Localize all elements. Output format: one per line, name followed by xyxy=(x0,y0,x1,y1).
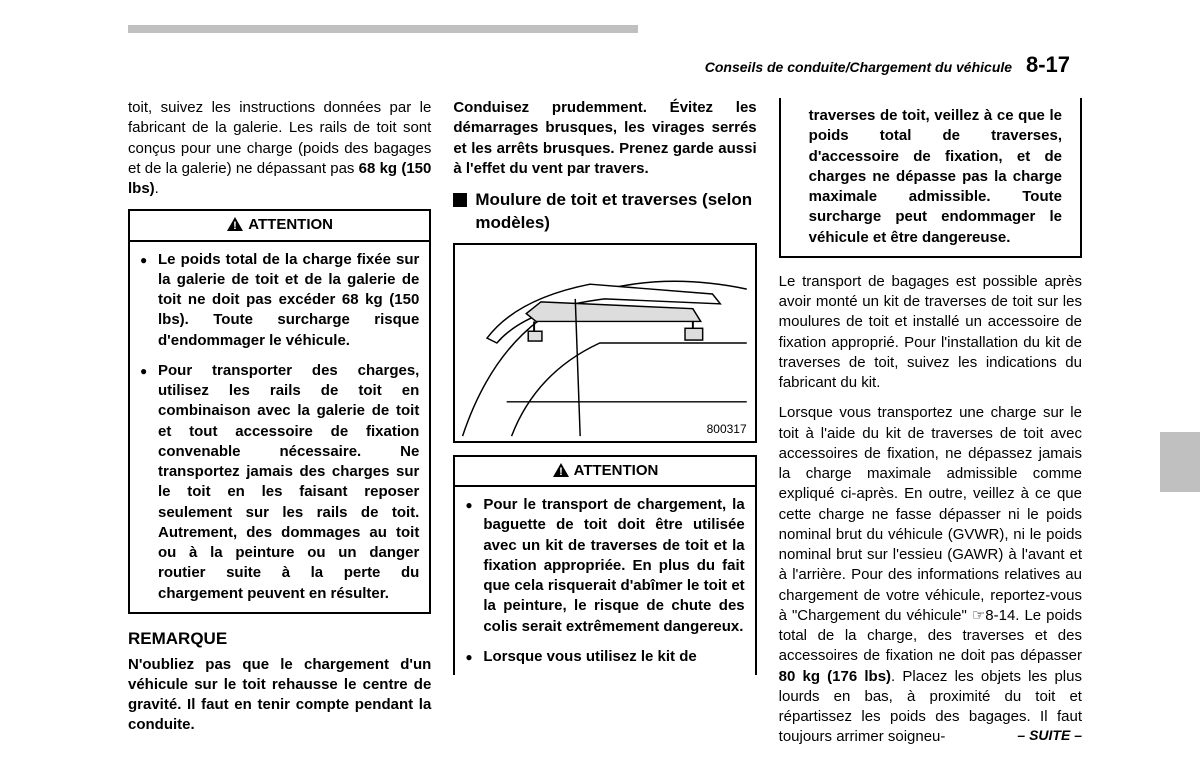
body-paragraph: Le transport de bagages est possible apr… xyxy=(779,272,1082,394)
weight-limit: 80 kg (176 lbs) xyxy=(779,668,891,685)
attention-item: Pour transporter des charges, utilisez l… xyxy=(140,361,419,604)
column-2: Conduisez prudemment. Évitez les démarra… xyxy=(453,98,756,758)
subheading-text: Moulure de toit et traverses (selon modè… xyxy=(475,189,756,235)
header-divider-bar xyxy=(128,25,638,33)
thumb-index-tab xyxy=(1160,432,1200,492)
attention-body: Pour le transport de chargement, la bagu… xyxy=(455,487,754,675)
roof-rail-figure: 800317 xyxy=(453,243,756,443)
para-text: Lorsque vous transportez une charge sur … xyxy=(779,404,1082,664)
square-bullet-icon xyxy=(453,193,467,207)
bold-advice: Conduisez prudemment. Évitez les démarra… xyxy=(453,98,756,179)
remarque-heading: REMARQUE xyxy=(128,628,431,651)
warning-icon: ! xyxy=(226,216,244,232)
column-1: toit, suivez les instructions données pa… xyxy=(128,98,431,758)
continued-footer: – SUITE – xyxy=(1017,726,1082,745)
attention-box: ! ATTENTION Pour le transport de chargeme… xyxy=(453,455,756,675)
breadcrumb: Conseils de conduite/Chargement du véhic… xyxy=(705,59,1012,75)
page-header: Conseils de conduite/Chargement du véhic… xyxy=(705,50,1070,80)
warning-icon: ! xyxy=(552,462,570,478)
intro-end: . xyxy=(155,180,159,197)
attention-box: ! ATTENTION Le poids total de la charge f… xyxy=(128,209,431,614)
attention-label: ATTENTION xyxy=(248,216,333,233)
column-3: traverses de toit, veillez à ce que le p… xyxy=(779,98,1082,758)
attention-item: Le poids total de la charge fixée sur la… xyxy=(140,250,419,351)
remarque-text: N'oubliez pas que le chargement d'un véh… xyxy=(128,655,431,736)
subheading: Moulure de toit et traverses (selon modè… xyxy=(453,189,756,235)
svg-text:!: ! xyxy=(559,466,563,478)
svg-text:!: ! xyxy=(233,220,237,232)
roof-rail-illustration xyxy=(455,245,754,441)
attention-box-continued: traverses de toit, veillez à ce que le p… xyxy=(779,98,1082,258)
body-paragraph: Lorsque vous transportez une charge sur … xyxy=(779,403,1082,747)
attention-item: Pour le transport de chargement, la bagu… xyxy=(465,495,744,637)
figure-number: 800317 xyxy=(707,421,747,437)
attention-continued-text: traverses de toit, veillez à ce que le p… xyxy=(781,98,1080,256)
attention-label: ATTENTION xyxy=(574,462,659,479)
attention-body: Le poids total de la charge fixée sur la… xyxy=(130,242,429,612)
attention-header: ! ATTENTION xyxy=(455,457,754,487)
page-number: 8-17 xyxy=(1026,52,1070,77)
attention-header: ! ATTENTION xyxy=(130,211,429,241)
content-columns: toit, suivez les instructions données pa… xyxy=(128,98,1082,758)
intro-paragraph: toit, suivez les instructions données pa… xyxy=(128,98,431,199)
attention-item: Lorsque vous utilisez le kit de xyxy=(465,647,744,667)
